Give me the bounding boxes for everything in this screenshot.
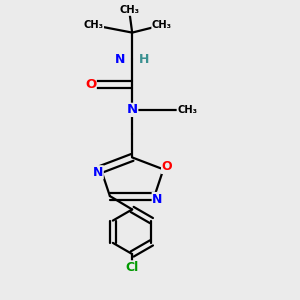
Text: N: N [152,193,163,206]
Text: Cl: Cl [125,261,139,274]
Text: CH₃: CH₃ [152,20,172,30]
Text: CH₃: CH₃ [119,5,139,15]
Text: N: N [115,53,125,66]
Text: O: O [85,78,96,91]
Text: N: N [93,166,103,179]
Text: O: O [162,160,172,173]
Text: CH₃: CH₃ [177,105,197,115]
Text: H: H [139,53,149,66]
Text: N: N [127,103,138,116]
Text: CH₃: CH₃ [83,20,103,30]
